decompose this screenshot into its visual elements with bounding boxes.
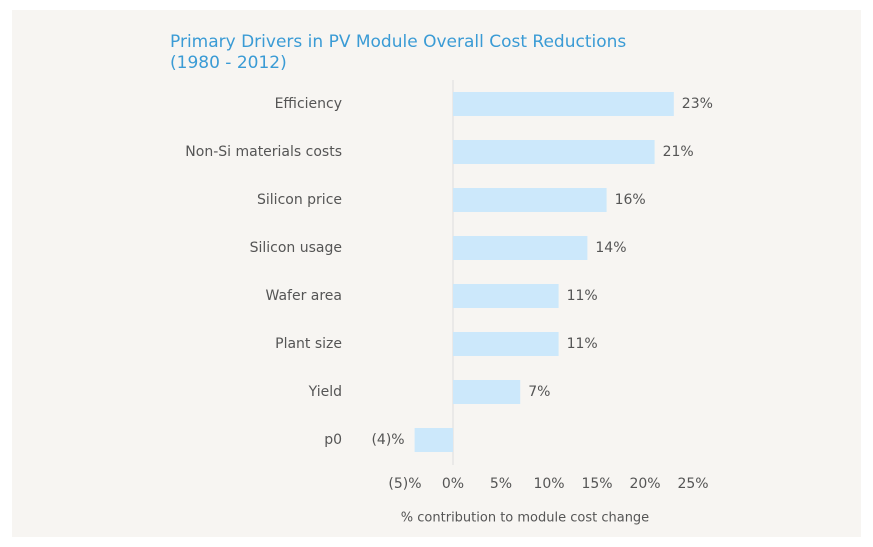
x-tick-label: 15% — [581, 476, 612, 492]
value-label: 16% — [615, 192, 646, 208]
bar — [453, 188, 607, 212]
bar — [453, 380, 521, 404]
bar — [453, 284, 559, 308]
x-tick-label: (5)% — [388, 476, 421, 492]
bar — [453, 140, 655, 164]
x-tick-label: 25% — [677, 476, 708, 492]
y-tick-label: p0 — [324, 432, 342, 448]
y-tick-label: Silicon usage — [250, 240, 342, 256]
value-label: 14% — [595, 240, 626, 256]
bar — [453, 332, 559, 356]
value-label: 11% — [567, 336, 598, 352]
value-label: (4)% — [371, 432, 404, 448]
bar — [414, 428, 453, 452]
value-label: 23% — [682, 96, 713, 112]
y-tick-label: Wafer area — [266, 288, 343, 304]
bar — [453, 92, 674, 116]
value-label: 11% — [567, 288, 598, 304]
y-tick-label: Yield — [308, 384, 342, 400]
x-axis-title: % contribution to module cost change — [401, 511, 649, 526]
y-tick-label: Efficiency — [275, 96, 342, 112]
bar — [453, 236, 588, 260]
y-tick-label: Plant size — [275, 336, 342, 352]
x-tick-label: 20% — [629, 476, 660, 492]
chart-title: Primary Drivers in PV Module Overall Cos… — [170, 32, 627, 73]
value-label: 7% — [528, 384, 550, 400]
y-tick-label: Silicon price — [257, 192, 342, 208]
value-label: 21% — [663, 144, 694, 160]
x-tick-label: 0% — [442, 476, 464, 492]
x-tick-label: 5% — [490, 476, 512, 492]
x-tick-label: 10% — [533, 476, 564, 492]
y-tick-label: Non-Si materials costs — [185, 144, 342, 160]
